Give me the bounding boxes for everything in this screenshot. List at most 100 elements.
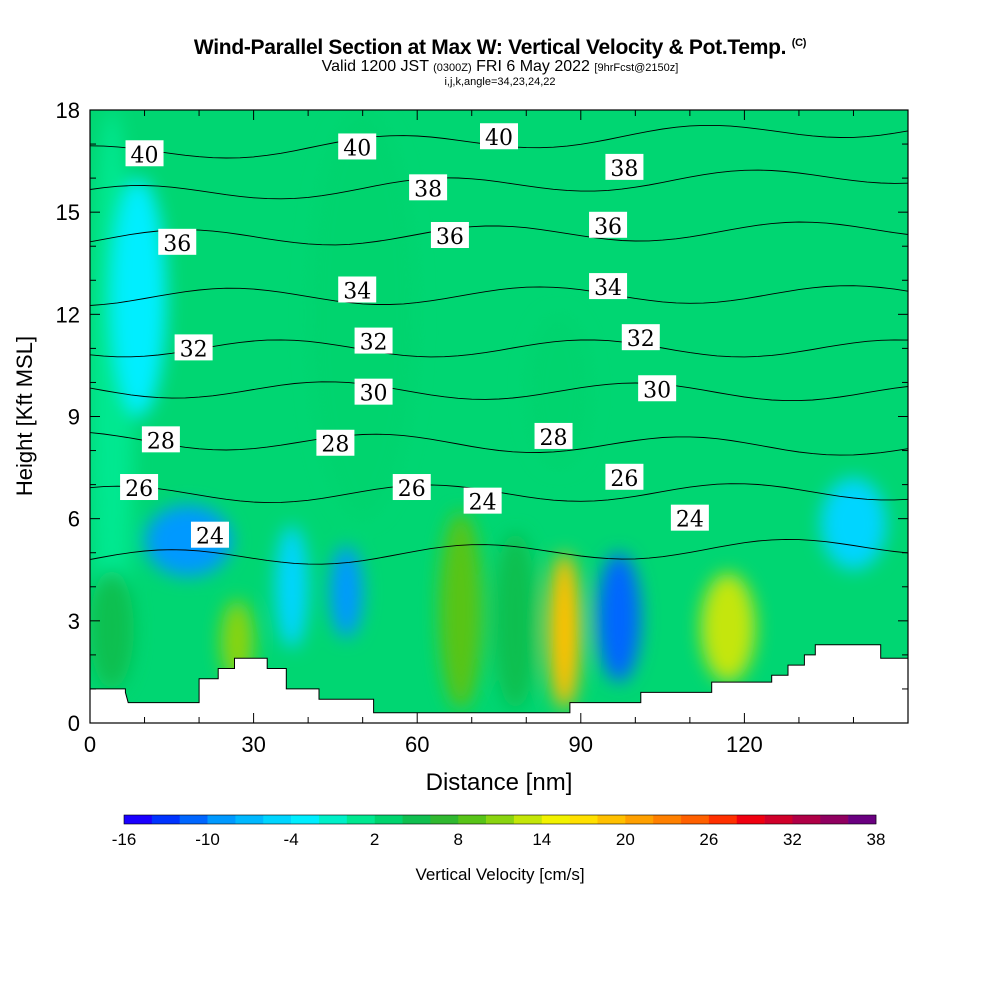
colorbar-tick-label: 2: [370, 830, 379, 849]
velocity-cell: [439, 511, 483, 710]
colorbar-swatch: [318, 815, 348, 824]
isentrope-label: 24: [670, 504, 709, 533]
x-tick-label: 60: [405, 732, 429, 757]
velocity-cell: [111, 178, 167, 417]
velocity-cell: [820, 477, 887, 570]
isentrope-label-text: 36: [436, 225, 464, 250]
y-tick-label: 18: [56, 98, 80, 123]
isentrope-label: 34: [589, 273, 628, 301]
colorbar-swatch: [569, 815, 598, 824]
colorbar-swatch: [764, 815, 793, 824]
colorbar-tick-label: -16: [112, 830, 137, 849]
isentrope-label-text: 34: [594, 276, 622, 301]
isentrope-label: 36: [589, 211, 628, 240]
colorbar-swatch: [346, 815, 375, 824]
isentrope-label: 24: [463, 487, 502, 516]
colorbar-swatch: [402, 815, 431, 824]
isentrope-label: 32: [174, 334, 213, 362]
isentrope-label-text: 30: [360, 382, 388, 407]
colorbar-swatch: [625, 815, 654, 824]
isentrope-label-text: 28: [540, 426, 568, 451]
y-tick-label: 12: [56, 302, 80, 327]
colorbar-tick-label: 38: [867, 830, 886, 849]
isentrope-label-text: 34: [343, 279, 371, 304]
copyright-mark: (C): [791, 37, 807, 49]
isentrope-label: 30: [638, 375, 677, 403]
isentrope-label-text: 32: [627, 327, 655, 352]
isentrope-label: 34: [338, 276, 377, 304]
isentrope-label-text: 26: [610, 467, 638, 492]
isentrope-label-text: 28: [147, 429, 175, 454]
isentrope-label: 40: [338, 133, 377, 161]
isentrope-label-text: 36: [594, 215, 622, 240]
isentrope-label-text: 40: [131, 143, 159, 168]
y-tick-label: 9: [68, 405, 80, 430]
valid-prefix: Valid 1200 JST: [321, 58, 429, 75]
colorbar-swatch: [124, 815, 153, 824]
colorbar-swatch: [653, 815, 682, 824]
colorbar-swatch: [541, 815, 570, 824]
valid-date: FRI 6 May 2022: [476, 58, 590, 75]
velocity-cell: [700, 573, 756, 683]
colorbar-tick-label: 26: [699, 830, 718, 849]
colorbar-swatch: [207, 815, 236, 824]
isentrope-label: 24: [190, 521, 229, 550]
colorbar-swatch: [374, 815, 403, 824]
terrain: [90, 644, 908, 723]
y-tick-label: 0: [68, 711, 80, 736]
colorbar-tick-label: 14: [532, 830, 551, 849]
colorbar-swatch: [708, 815, 738, 824]
x-tick-label: 90: [569, 732, 593, 757]
colorbar-swatch: [235, 815, 264, 824]
chart-indices: i,j,k,angle=34,23,24,22: [444, 76, 556, 88]
colorbar-tick-label: 32: [783, 830, 802, 849]
colorbar-tick-label: -4: [284, 830, 299, 849]
colorbar-swatch: [736, 815, 765, 824]
y-tick-label: 15: [56, 200, 80, 225]
isentrope-label: 26: [392, 474, 431, 502]
colorbar-tick-label: 8: [453, 830, 462, 849]
isentrope-label: 38: [605, 153, 644, 182]
isentrope-label-text: 40: [343, 136, 371, 161]
isentrope-label: 40: [480, 123, 518, 151]
x-tick-label: 0: [84, 732, 96, 757]
velocity-cell: [329, 545, 363, 638]
colorbar-swatch: [597, 815, 626, 824]
isentrope-label-text: 40: [485, 126, 513, 151]
isentrope-label: 28: [316, 429, 355, 458]
isentrope-34: [90, 285, 908, 306]
velocity-cell: [493, 532, 538, 710]
isentrope-label: 28: [141, 426, 180, 454]
isentrope-label: 32: [621, 324, 660, 352]
isentrope-label-text: 28: [321, 433, 349, 458]
velocity-cell: [275, 525, 309, 649]
isentrope-36: [90, 221, 908, 246]
y-axis-label: Height [Kft MSL]: [12, 336, 37, 496]
colorbar-swatch: [820, 815, 849, 824]
isentrope-32: [90, 339, 908, 358]
x-tick-label: 30: [241, 732, 265, 757]
isentrope-label-text: 24: [676, 508, 704, 533]
isentrope-24: [90, 538, 908, 565]
velocity-cell: [308, 110, 418, 519]
colorbar-swatch: [430, 815, 459, 824]
isentrope-label-text: 38: [414, 177, 442, 202]
velocity-cell: [597, 552, 641, 683]
isentrope-label-text: 26: [398, 477, 426, 502]
colorbar-swatch: [291, 815, 320, 824]
isentrope-label-text: 24: [196, 525, 224, 550]
isentrope-label: 28: [534, 422, 573, 451]
isentrope-label-text: 32: [360, 331, 388, 356]
colorbar-frame: [123, 814, 877, 825]
chart-title: Wind-Parallel Section at Max W: Vertical…: [0, 36, 1000, 60]
colorbar-swatch: [179, 815, 208, 824]
isentrope-label-text: 36: [163, 232, 191, 257]
colorbar-swatch: [486, 815, 515, 824]
colorbar-tick-label: -10: [195, 830, 220, 849]
isentrope-label: 38: [409, 174, 448, 202]
y-tick-label: 6: [68, 507, 80, 532]
colorbar-swatch: [792, 815, 821, 824]
colorbar-swatch: [151, 815, 181, 824]
colorbar-swatch: [681, 815, 710, 824]
colorbar-swatch: [263, 815, 292, 824]
